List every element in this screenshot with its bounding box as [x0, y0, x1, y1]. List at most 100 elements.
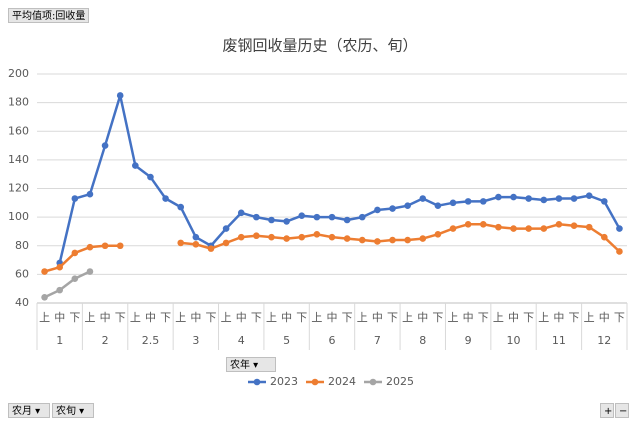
collapse-button[interactable]: −: [615, 403, 629, 418]
x-tick-label: 中: [54, 311, 65, 324]
data-point: [313, 213, 321, 221]
data-point: [41, 268, 48, 275]
legend-field-label: 农年: [230, 360, 250, 371]
axis-field-label: 农旬: [56, 406, 76, 417]
data-point: [540, 225, 548, 232]
data-point: [464, 220, 472, 228]
y-tick-label: 160: [8, 124, 29, 137]
value-field-button[interactable]: 平均值项:回收量: [8, 8, 90, 23]
data-point: [495, 223, 502, 231]
x-tick-label: 上: [448, 311, 459, 324]
x-tick-label: 上: [175, 311, 186, 324]
data-point: [585, 223, 593, 231]
data-point: [555, 195, 563, 202]
data-point: [71, 249, 79, 257]
data-point: [404, 236, 411, 244]
x-tick-label: 下: [342, 311, 353, 324]
group-label: 1: [56, 334, 63, 347]
expand-button[interactable]: +: [600, 403, 614, 418]
data-point: [479, 220, 487, 228]
x-tick-label: 下: [115, 311, 126, 324]
y-tick-label: 100: [8, 210, 29, 223]
data-point: [389, 205, 396, 212]
data-point: [207, 242, 215, 250]
y-tick-label: 140: [8, 153, 29, 166]
data-point: [222, 225, 230, 232]
y-tick-label: 60: [15, 267, 29, 280]
x-tick-label: 中: [417, 311, 428, 324]
y-tick-label: 200: [8, 67, 29, 80]
data-point: [419, 235, 427, 242]
axis-field-button[interactable]: 农旬 ▾: [52, 403, 94, 418]
data-point: [237, 209, 245, 217]
x-tick-label: 上: [84, 311, 95, 324]
x-tick-label: 上: [266, 311, 277, 324]
data-point: [570, 195, 578, 202]
data-point: [283, 235, 290, 242]
data-point: [71, 275, 79, 282]
data-point: [56, 259, 63, 267]
series-line: [44, 223, 621, 273]
x-tick-label: 中: [508, 311, 519, 324]
data-point: [616, 225, 623, 232]
data-point: [192, 241, 200, 248]
x-tick-label: 上: [39, 311, 50, 324]
data-point: [464, 198, 472, 205]
x-tick-label: 上: [221, 311, 232, 324]
data-point: [298, 233, 306, 241]
data-point: [358, 236, 366, 244]
data-point: [192, 233, 200, 241]
x-tick-label: 下: [296, 311, 307, 324]
data-point: [132, 162, 139, 169]
x-tick-label: 下: [205, 311, 216, 324]
data-point: [101, 142, 109, 149]
x-tick-label: 上: [130, 311, 141, 324]
data-point: [374, 206, 381, 214]
data-point: [86, 190, 94, 198]
x-tick-label: 下: [478, 311, 489, 324]
group-label: 9: [465, 334, 472, 347]
data-point: [253, 232, 260, 240]
x-tick-label: 中: [327, 311, 338, 324]
data-point: [222, 239, 230, 247]
x-tick-label: 下: [432, 311, 443, 324]
x-tick-label: 下: [614, 311, 625, 324]
legend-field-button[interactable]: 农年 ▾: [226, 357, 276, 372]
y-tick-label: 120: [8, 182, 29, 195]
group-label: 2.5: [142, 334, 160, 347]
y-tick-label: 80: [15, 239, 29, 252]
x-tick-label: 中: [553, 311, 564, 324]
data-point: [268, 233, 275, 241]
group-label: 3: [192, 334, 199, 347]
data-point: [101, 242, 109, 250]
legend-label: 2023: [270, 375, 298, 388]
data-point: [374, 238, 381, 245]
data-point: [283, 218, 290, 225]
data-point: [177, 203, 185, 211]
legend-label: 2024: [328, 375, 356, 388]
x-tick-label: 下: [69, 311, 80, 324]
x-tick-label: 中: [599, 311, 610, 324]
x-tick-label: 上: [584, 311, 595, 324]
data-point: [389, 236, 396, 244]
x-tick-label: 下: [569, 311, 580, 324]
data-point: [71, 195, 79, 202]
data-point: [404, 202, 411, 209]
x-tick-label: 下: [523, 311, 534, 324]
data-point: [449, 225, 457, 232]
data-point: [479, 198, 487, 205]
data-point: [419, 195, 427, 202]
data-point: [237, 233, 245, 241]
x-tick-label: 中: [463, 311, 474, 324]
group-label: 5: [283, 334, 290, 347]
x-tick-label: 上: [493, 311, 504, 324]
data-point: [86, 243, 94, 251]
legend-marker: [311, 378, 319, 386]
axis-field-button[interactable]: 农月 ▾: [8, 403, 50, 418]
x-tick-label: 上: [311, 311, 322, 324]
data-point: [298, 212, 306, 219]
x-tick-label: 上: [402, 311, 413, 324]
axis-field-label: 农月: [12, 406, 32, 417]
group-label: 8: [419, 334, 426, 347]
group-label: 10: [507, 334, 521, 347]
